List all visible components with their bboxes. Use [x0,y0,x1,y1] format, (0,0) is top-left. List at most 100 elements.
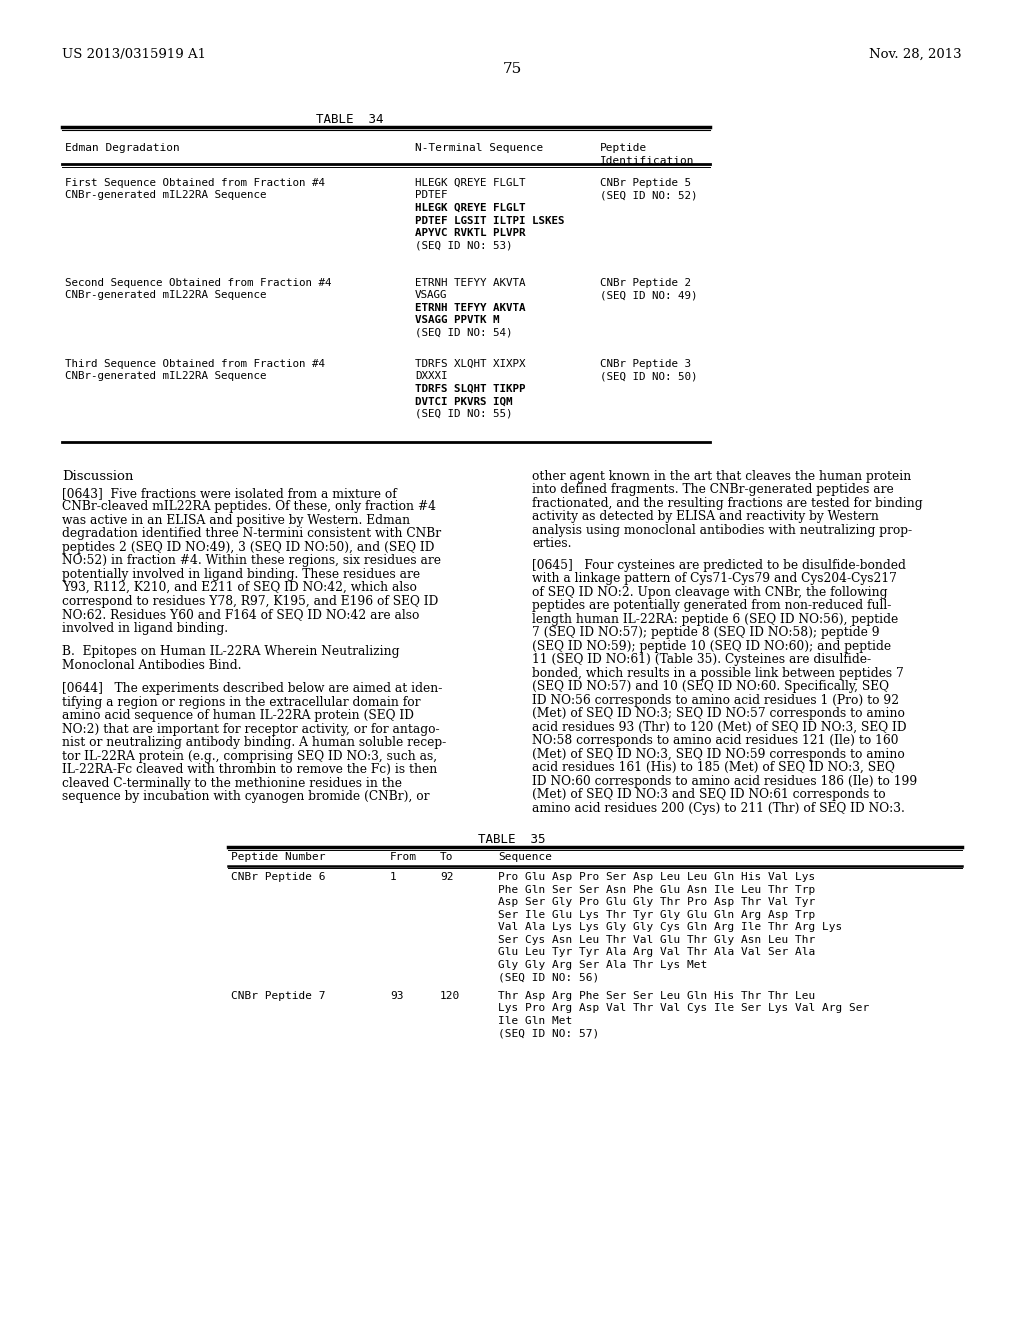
Text: degradation identified three N-termini consistent with CNBr: degradation identified three N-termini c… [62,527,441,540]
Text: (SEQ ID NO: 50): (SEQ ID NO: 50) [600,371,697,381]
Text: NO:52) in fraction #4. Within these regions, six residues are: NO:52) in fraction #4. Within these regi… [62,554,441,568]
Text: CNBr-generated mIL22RA Sequence: CNBr-generated mIL22RA Sequence [65,290,266,300]
Text: with a linkage pattern of Cys71-Cys79 and Cys204-Cys217: with a linkage pattern of Cys71-Cys79 an… [532,573,897,585]
Text: CNBr Peptide 6: CNBr Peptide 6 [231,873,326,882]
Text: tifying a region or regions in the extracellular domain for: tifying a region or regions in the extra… [62,696,421,709]
Text: VSAGG PPVTK M: VSAGG PPVTK M [415,315,500,325]
Text: 7 (SEQ ID NO:57); peptide 8 (SEQ ID NO:58); peptide 9: 7 (SEQ ID NO:57); peptide 8 (SEQ ID NO:5… [532,626,880,639]
Text: TABLE  35: TABLE 35 [478,833,546,846]
Text: ETRNH TEFYY AKVTA: ETRNH TEFYY AKVTA [415,277,525,288]
Text: Monoclonal Antibodies Bind.: Monoclonal Antibodies Bind. [62,659,242,672]
Text: (SEQ ID NO:57) and 10 (SEQ ID NO:60. Specifically, SEQ: (SEQ ID NO:57) and 10 (SEQ ID NO:60. Spe… [532,680,889,693]
Text: (SEQ ID NO: 53): (SEQ ID NO: 53) [415,240,512,251]
Text: nist or neutralizing antibody binding. A human soluble recep-: nist or neutralizing antibody binding. A… [62,737,446,750]
Text: sequence by incubation with cyanogen bromide (CNBr), or: sequence by incubation with cyanogen bro… [62,791,429,804]
Text: peptides are potentially generated from non-reduced full-: peptides are potentially generated from … [532,599,891,612]
Text: First Sequence Obtained from Fraction #4: First Sequence Obtained from Fraction #4 [65,178,325,187]
Text: correspond to residues Y78, R97, K195, and E196 of SEQ ID: correspond to residues Y78, R97, K195, a… [62,595,438,607]
Text: (Met) of SEQ ID NO:3 and SEQ ID NO:61 corresponds to: (Met) of SEQ ID NO:3 and SEQ ID NO:61 co… [532,788,886,801]
Text: 1: 1 [390,873,396,882]
Text: was active in an ELISA and positive by Western. Edman: was active in an ELISA and positive by W… [62,513,411,527]
Text: involved in ligand binding.: involved in ligand binding. [62,622,228,635]
Text: (SEQ ID NO: 52): (SEQ ID NO: 52) [600,190,697,201]
Text: ID NO:60 corresponds to amino acid residues 186 (Ile) to 199: ID NO:60 corresponds to amino acid resid… [532,775,918,788]
Text: potentially involved in ligand binding. These residues are: potentially involved in ligand binding. … [62,568,420,581]
Text: Glu Leu Tyr Tyr Ala Arg Val Thr Ala Val Ser Ala: Glu Leu Tyr Tyr Ala Arg Val Thr Ala Val … [498,948,815,957]
Text: Pro Glu Asp Pro Ser Asp Leu Leu Gln His Val Lys: Pro Glu Asp Pro Ser Asp Leu Leu Gln His … [498,873,815,882]
Text: Second Sequence Obtained from Fraction #4: Second Sequence Obtained from Fraction #… [65,277,332,288]
Text: ID NO:56 corresponds to amino acid residues 1 (Pro) to 92: ID NO:56 corresponds to amino acid resid… [532,694,899,706]
Text: Thr Asp Arg Phe Ser Ser Leu Gln His Thr Thr Leu: Thr Asp Arg Phe Ser Ser Leu Gln His Thr … [498,991,815,1001]
Text: (SEQ ID NO: 56): (SEQ ID NO: 56) [498,973,599,982]
Text: 75: 75 [503,62,521,77]
Text: Y93, R112, K210, and E211 of SEQ ID NO:42, which also: Y93, R112, K210, and E211 of SEQ ID NO:4… [62,581,417,594]
Text: HLEGK QREYE FLGLT: HLEGK QREYE FLGLT [415,203,525,213]
Text: Sequence: Sequence [498,853,552,862]
Text: NO:62. Residues Y60 and F164 of SEQ ID NO:42 are also: NO:62. Residues Y60 and F164 of SEQ ID N… [62,609,420,622]
Text: CNBr Peptide 5: CNBr Peptide 5 [600,178,691,187]
Text: TABLE  34: TABLE 34 [316,114,384,125]
Text: B.  Epitopes on Human IL-22RA Wherein Neutralizing: B. Epitopes on Human IL-22RA Wherein Neu… [62,645,399,659]
Text: TDRFS SLQHT TIKPP: TDRFS SLQHT TIKPP [415,384,525,393]
Text: Identification: Identification [600,156,694,166]
Text: (SEQ ID NO:59); peptide 10 (SEQ ID NO:60); and peptide: (SEQ ID NO:59); peptide 10 (SEQ ID NO:60… [532,640,891,653]
Text: bonded, which results in a possible link between peptides 7: bonded, which results in a possible link… [532,667,904,680]
Text: (SEQ ID NO: 54): (SEQ ID NO: 54) [415,327,512,338]
Text: CNBr-cleaved mIL22RA peptides. Of these, only fraction #4: CNBr-cleaved mIL22RA peptides. Of these,… [62,500,436,513]
Text: into defined fragments. The CNBr-generated peptides are: into defined fragments. The CNBr-generat… [532,483,894,496]
Text: Ser Cys Asn Leu Thr Val Glu Thr Gly Asn Leu Thr: Ser Cys Asn Leu Thr Val Glu Thr Gly Asn … [498,935,815,945]
Text: fractionated, and the resulting fractions are tested for binding: fractionated, and the resulting fraction… [532,496,923,510]
Text: CNBr Peptide 7: CNBr Peptide 7 [231,991,326,1001]
Text: Peptide Number: Peptide Number [231,853,326,862]
Text: (Met) of SEQ ID NO:3, SEQ ID NO:59 corresponds to amino: (Met) of SEQ ID NO:3, SEQ ID NO:59 corre… [532,747,905,760]
Text: tor IL-22RA protein (e.g., comprising SEQ ID NO:3, such as,: tor IL-22RA protein (e.g., comprising SE… [62,750,437,763]
Text: 11 (SEQ ID NO:61) (Table 35). Cysteines are disulfide-: 11 (SEQ ID NO:61) (Table 35). Cysteines … [532,653,871,667]
Text: amino acid residues 200 (Cys) to 211 (Thr) of SEQ ID NO:3.: amino acid residues 200 (Cys) to 211 (Th… [532,801,905,814]
Text: Edman Degradation: Edman Degradation [65,143,180,153]
Text: Val Ala Lys Lys Gly Gly Cys Gln Arg Ile Thr Arg Lys: Val Ala Lys Lys Gly Gly Cys Gln Arg Ile … [498,923,843,932]
Text: Ile Gln Met: Ile Gln Met [498,1016,572,1026]
Text: erties.: erties. [532,537,571,550]
Text: length human IL-22RA: peptide 6 (SEQ ID NO:56), peptide: length human IL-22RA: peptide 6 (SEQ ID … [532,612,898,626]
Text: [0644]   The experiments described below are aimed at iden-: [0644] The experiments described below a… [62,682,442,696]
Text: acid residues 93 (Thr) to 120 (Met) of SEQ ID NO:3, SEQ ID: acid residues 93 (Thr) to 120 (Met) of S… [532,721,906,734]
Text: (Met) of SEQ ID NO:3; SEQ ID NO:57 corresponds to amino: (Met) of SEQ ID NO:3; SEQ ID NO:57 corre… [532,708,905,721]
Text: Third Sequence Obtained from Fraction #4: Third Sequence Obtained from Fraction #4 [65,359,325,368]
Text: CNBr Peptide 2: CNBr Peptide 2 [600,277,691,288]
Text: other agent known in the art that cleaves the human protein: other agent known in the art that cleave… [532,470,911,483]
Text: [0643]  Five fractions were isolated from a mixture of: [0643] Five fractions were isolated from… [62,487,396,500]
Text: 92: 92 [440,873,454,882]
Text: Lys Pro Arg Asp Val Thr Val Cys Ile Ser Lys Val Arg Ser: Lys Pro Arg Asp Val Thr Val Cys Ile Ser … [498,1003,869,1014]
Text: 93: 93 [390,991,403,1001]
Text: ETRNH TEFYY AKVTA: ETRNH TEFYY AKVTA [415,302,525,313]
Text: N-Terminal Sequence: N-Terminal Sequence [415,143,544,153]
Text: of SEQ ID NO:2. Upon cleavage with CNBr, the following: of SEQ ID NO:2. Upon cleavage with CNBr,… [532,586,888,599]
Text: NO:58 corresponds to amino acid residues 121 (Ile) to 160: NO:58 corresponds to amino acid residues… [532,734,898,747]
Text: (SEQ ID NO: 49): (SEQ ID NO: 49) [600,290,697,300]
Text: Phe Gln Ser Ser Asn Phe Glu Asn Ile Leu Thr Trp: Phe Gln Ser Ser Asn Phe Glu Asn Ile Leu … [498,884,815,895]
Text: NO:2) that are important for receptor activity, or for antago-: NO:2) that are important for receptor ac… [62,723,439,735]
Text: US 2013/0315919 A1: US 2013/0315919 A1 [62,48,206,61]
Text: TDRFS XLQHT XIXPX: TDRFS XLQHT XIXPX [415,359,525,368]
Text: Nov. 28, 2013: Nov. 28, 2013 [869,48,962,61]
Text: Gly Gly Arg Ser Ala Thr Lys Met: Gly Gly Arg Ser Ala Thr Lys Met [498,960,708,970]
Text: peptides 2 (SEQ ID NO:49), 3 (SEQ ID NO:50), and (SEQ ID: peptides 2 (SEQ ID NO:49), 3 (SEQ ID NO:… [62,541,434,554]
Text: [0645]   Four cysteines are predicted to be disulfide-bonded: [0645] Four cysteines are predicted to b… [532,558,906,572]
Text: APYVC RVKTL PLVPR: APYVC RVKTL PLVPR [415,228,525,238]
Text: Discussion: Discussion [62,470,133,483]
Text: PDTEF LGSIT ILTPI LSKES: PDTEF LGSIT ILTPI LSKES [415,215,564,226]
Text: Peptide: Peptide [600,143,647,153]
Text: (SEQ ID NO: 55): (SEQ ID NO: 55) [415,409,512,418]
Text: PDTEF: PDTEF [415,190,447,201]
Text: Ser Ile Glu Lys Thr Tyr Gly Glu Gln Arg Asp Trp: Ser Ile Glu Lys Thr Tyr Gly Glu Gln Arg … [498,909,815,920]
Text: 120: 120 [440,991,460,1001]
Text: IL-22RA-Fc cleaved with thrombin to remove the Fc) is then: IL-22RA-Fc cleaved with thrombin to remo… [62,763,437,776]
Text: activity as detected by ELISA and reactivity by Western: activity as detected by ELISA and reacti… [532,511,879,523]
Text: DXXXI: DXXXI [415,371,447,381]
Text: CNBr-generated mIL22RA Sequence: CNBr-generated mIL22RA Sequence [65,190,266,201]
Text: To: To [440,853,454,862]
Text: CNBr-generated mIL22RA Sequence: CNBr-generated mIL22RA Sequence [65,371,266,381]
Text: analysis using monoclonal antibodies with neutralizing prop-: analysis using monoclonal antibodies wit… [532,524,912,537]
Text: DVTCI PKVRS IQM: DVTCI PKVRS IQM [415,396,512,407]
Text: Asp Ser Gly Pro Glu Gly Thr Pro Asp Thr Val Tyr: Asp Ser Gly Pro Glu Gly Thr Pro Asp Thr … [498,898,815,907]
